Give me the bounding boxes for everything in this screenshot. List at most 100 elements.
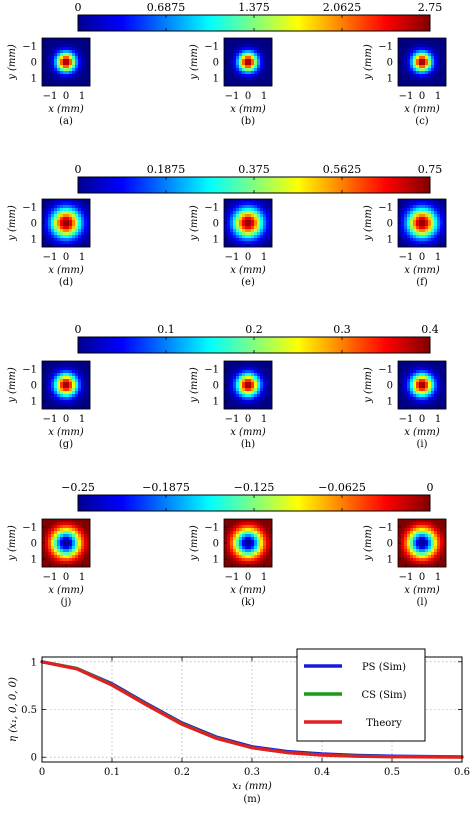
heatmap-cell bbox=[416, 400, 420, 404]
heatmap-cell bbox=[54, 80, 58, 84]
heatmap-cell bbox=[236, 241, 240, 245]
heatmap-cell bbox=[75, 379, 79, 383]
heatmap-cell bbox=[260, 238, 264, 242]
heatmap-cell bbox=[230, 241, 234, 245]
heatmap-cell bbox=[398, 44, 402, 48]
heatmap-cell bbox=[257, 528, 261, 532]
heatmap-cell bbox=[437, 364, 441, 368]
heatmap-cell bbox=[78, 522, 82, 526]
heatmap-cell bbox=[404, 525, 408, 529]
heatmap-cell bbox=[260, 205, 264, 209]
heatmap-cell bbox=[260, 531, 264, 535]
heatmap-cell bbox=[398, 229, 402, 233]
heatmap-cell bbox=[230, 558, 234, 562]
heatmap-cell bbox=[45, 403, 49, 407]
heatmap-cell bbox=[63, 53, 67, 57]
heatmap-cell bbox=[45, 50, 49, 54]
heatmap-cell bbox=[251, 525, 255, 529]
heatmap-cell bbox=[248, 47, 252, 51]
heatmap-cell bbox=[57, 561, 61, 565]
heatmap-cell bbox=[66, 53, 70, 57]
heatmap-cell bbox=[60, 540, 64, 544]
heatmap-cell bbox=[81, 199, 85, 203]
heatmap-cell bbox=[242, 220, 246, 224]
heatmap-cell bbox=[48, 528, 52, 532]
heatmap-cell bbox=[45, 244, 49, 248]
heatmap-cell bbox=[413, 385, 417, 389]
heatmap-cell bbox=[437, 199, 441, 203]
heatmap-cell bbox=[440, 226, 444, 230]
heatmap-cell bbox=[413, 68, 417, 72]
heatmap-cell bbox=[236, 540, 240, 544]
heatmap-cell bbox=[425, 208, 429, 212]
heatmap-cell bbox=[227, 202, 231, 206]
heatmap-cell bbox=[425, 397, 429, 401]
heatmap-cell bbox=[431, 367, 435, 371]
heatmap-cell bbox=[66, 525, 70, 529]
heatmap-y-tick-label: 1 bbox=[213, 397, 219, 408]
heatmap-cell bbox=[425, 71, 429, 75]
heatmap-cell bbox=[428, 561, 432, 565]
colorbar-tick-label: 0.1 bbox=[157, 323, 175, 336]
heatmap-cell bbox=[266, 367, 270, 371]
heatmap-cell bbox=[434, 214, 438, 218]
heatmap-cell bbox=[84, 564, 88, 568]
heatmap-cell bbox=[422, 561, 426, 565]
heatmap-cell bbox=[425, 364, 429, 368]
heatmap-cell bbox=[66, 223, 70, 227]
heatmap-cell bbox=[416, 385, 420, 389]
heatmap-cell bbox=[437, 71, 441, 75]
heatmap-cell bbox=[251, 397, 255, 401]
heatmap-cell bbox=[81, 537, 85, 541]
heatmap-cell bbox=[263, 71, 267, 75]
heatmap-cell bbox=[398, 56, 402, 60]
heatmap-cell bbox=[239, 406, 243, 410]
heatmap-cell bbox=[419, 244, 423, 248]
heatmap-cell bbox=[428, 552, 432, 556]
heatmap-cell bbox=[254, 525, 258, 529]
heatmap-cell bbox=[398, 41, 402, 45]
heatmap-cell bbox=[407, 400, 411, 404]
heatmap-cell bbox=[266, 525, 270, 529]
heatmap-cell bbox=[410, 80, 414, 84]
heatmap-cell bbox=[434, 226, 438, 230]
heatmap-cell bbox=[266, 406, 270, 410]
heatmap-cell bbox=[87, 71, 91, 75]
heatmap-cell bbox=[440, 394, 444, 398]
heatmap-cell bbox=[233, 38, 237, 42]
heatmap-y-tick-label: −1 bbox=[204, 203, 219, 214]
heatmap-cell bbox=[233, 244, 237, 248]
heatmap-cell bbox=[81, 376, 85, 380]
heatmap-cell bbox=[260, 202, 264, 206]
heatmap-cell bbox=[419, 531, 423, 535]
heatmap-cell bbox=[428, 361, 432, 365]
heatmap-cell bbox=[233, 525, 237, 529]
heatmap-cell bbox=[48, 379, 52, 383]
heatmap-cell bbox=[245, 558, 249, 562]
heatmap-cell bbox=[42, 208, 46, 212]
heatmap-cell bbox=[78, 367, 82, 371]
heatmap-cell bbox=[437, 83, 441, 87]
heatmap-x-tick-label: 0 bbox=[419, 414, 425, 425]
heatmap-cell bbox=[54, 208, 58, 212]
heatmap-cell bbox=[236, 214, 240, 218]
heatmap-cell bbox=[434, 388, 438, 392]
heatmap-cell bbox=[236, 74, 240, 78]
heatmap-cell bbox=[57, 53, 61, 57]
heatmap-cell bbox=[443, 564, 447, 568]
heatmap-cell bbox=[72, 53, 76, 57]
heatmap-cell bbox=[54, 41, 58, 45]
heatmap-cell bbox=[51, 74, 55, 78]
heatmap-cell bbox=[257, 522, 261, 526]
heatmap-cell bbox=[269, 56, 273, 60]
heatmap-cell bbox=[260, 373, 264, 377]
heatmap-cell bbox=[48, 71, 52, 75]
colorbar-1: 0 0.6875 1.375 2.0625 2.75 bbox=[75, 1, 442, 32]
heatmap-cell bbox=[242, 540, 246, 544]
heatmap-cell bbox=[63, 388, 67, 392]
heatmap-cell bbox=[431, 391, 435, 395]
heatmap-cell bbox=[84, 537, 88, 541]
heatmap-cell bbox=[54, 406, 58, 410]
heatmap-cell bbox=[266, 38, 270, 42]
heatmap-cell bbox=[72, 382, 76, 386]
